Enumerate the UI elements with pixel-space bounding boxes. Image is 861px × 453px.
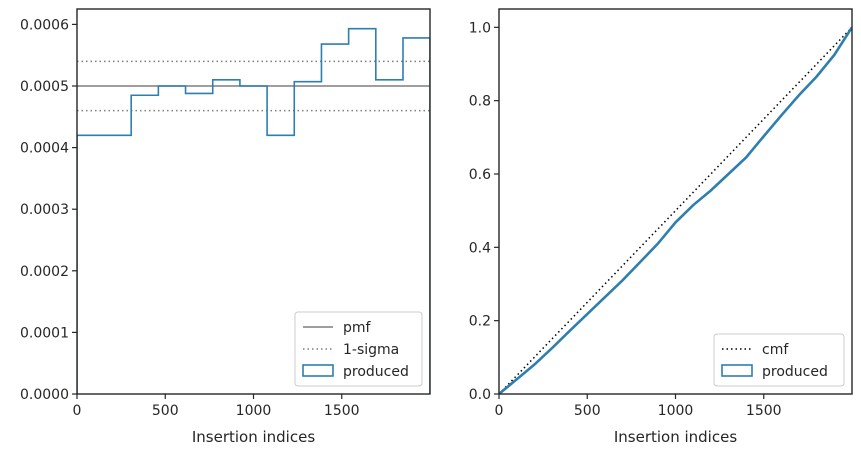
x-tick-label: 1500 <box>746 403 782 419</box>
x-tick-label: 1500 <box>324 403 360 419</box>
y-tick-label: 0.0 <box>469 387 491 403</box>
legend-label: produced <box>762 364 828 380</box>
plot-area <box>499 26 852 394</box>
y-tick-label: 0.4 <box>469 240 491 256</box>
legend-swatch-produced <box>302 364 334 377</box>
legend-label: pmf <box>343 320 372 336</box>
legend: pmf 1-sigma produced <box>294 311 423 387</box>
y-tick-label: 0.0005 <box>20 79 69 95</box>
legend-swatch-produced <box>721 364 753 377</box>
produced-series-line <box>499 26 852 394</box>
plot-area <box>77 27 430 394</box>
legend-box <box>294 311 423 387</box>
cmf-series-line <box>499 26 852 394</box>
x-axis-title: Insertion indices <box>192 428 315 446</box>
pmf-panel: 0.0000 0.0001 0.0002 0.0003 0.0004 0.0005 0.00… <box>20 8 431 446</box>
x-tick-label: 0 <box>73 403 82 419</box>
axes-frame <box>76 8 431 395</box>
y-tick-label: 0.0003 <box>20 202 69 218</box>
legend: cmf produced <box>713 333 845 387</box>
x-tick-label: 500 <box>152 403 179 419</box>
y-tick-label: 0.8 <box>469 94 491 110</box>
y-tick-label: 0.6 <box>469 167 491 183</box>
cmf-panel: 0.0 0.2 0.4 0.6 0.8 1.0 0 500 1000 1500 Insertion … <box>469 8 853 446</box>
legend-label: produced <box>343 364 409 380</box>
x-axis-title: Insertion indices <box>614 428 737 446</box>
y-tick-label: 0.0000 <box>20 387 69 403</box>
y-tick-label: 0.2 <box>469 314 491 330</box>
axes-frame <box>498 8 853 395</box>
y-tick-label: 0.0006 <box>20 17 69 33</box>
legend-label: 1-sigma <box>343 342 399 358</box>
y-tick-label: 0.0002 <box>20 264 69 280</box>
x-tick-label: 1000 <box>236 403 272 419</box>
y-tick-label: 1.0 <box>469 20 491 36</box>
x-tick-label: 1000 <box>658 403 694 419</box>
x-tick-label: 0 <box>495 403 504 419</box>
y-tick-label: 0.0004 <box>20 141 69 157</box>
legend-label: cmf <box>762 342 789 358</box>
legend-box <box>713 333 845 387</box>
produced-histogram-step <box>77 27 430 394</box>
y-tick-label: 0.0001 <box>20 325 69 341</box>
x-tick-label: 500 <box>574 403 601 419</box>
